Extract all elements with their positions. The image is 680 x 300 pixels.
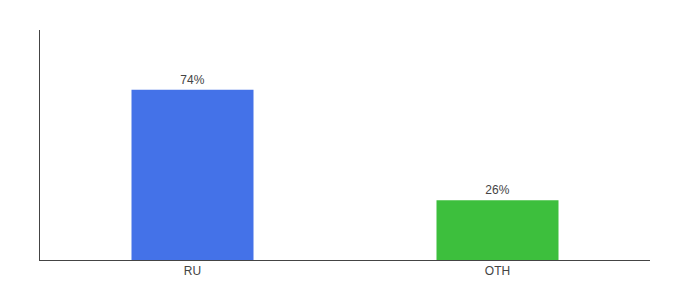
svg-text:74%: 74% [180,73,204,87]
svg-text:RU: RU [184,264,201,278]
svg-text:OTH: OTH [485,264,510,278]
svg-text:26%: 26% [485,183,509,197]
